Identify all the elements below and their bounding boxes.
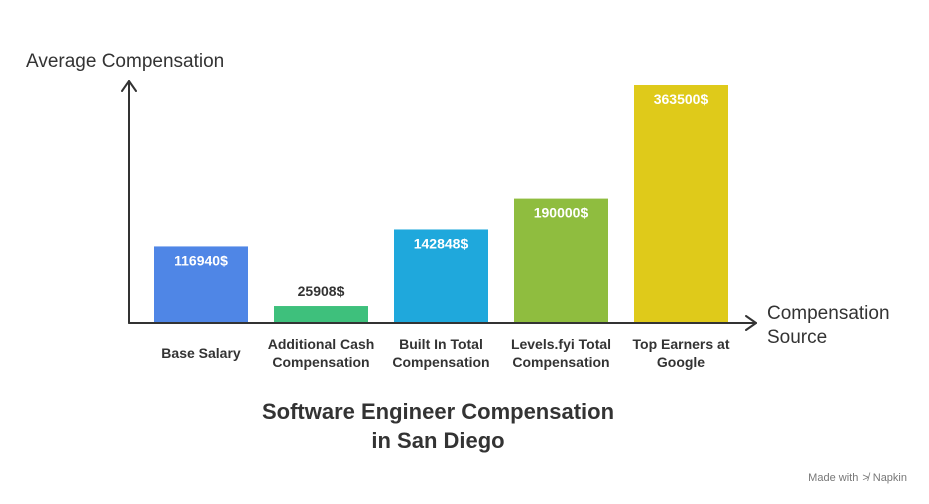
category-label-2-line-2: Compensation (272, 354, 369, 370)
category-label-1-line-1: Base Salary (161, 345, 241, 361)
category-labels-group: Base Salary Additional Cash Compensation Bu… (161, 336, 730, 370)
x-axis-arrow-icon (745, 315, 757, 331)
value-label-1: 116940$ (174, 252, 228, 268)
made-with-text: Made with (808, 472, 859, 484)
category-label-3-line-2: Compensation (392, 354, 489, 370)
x-axis-title-line-2: Source (767, 327, 827, 348)
category-label-4-line-1: Levels.fyi Total (511, 336, 611, 352)
napkin-brand-text: Napkin (872, 472, 907, 484)
value-label-3: 142848$ (414, 235, 469, 251)
category-label-5-line-2: Google (657, 354, 705, 370)
category-label-5-line-1: Top Earners at (633, 336, 730, 352)
value-label-4: 190000$ (534, 205, 589, 221)
bar-3 (394, 229, 488, 323)
y-axis-arrow-icon (121, 80, 137, 92)
x-axis-title-line-1: Compensation (767, 303, 890, 324)
y-axis-title: Average Compensation (26, 51, 224, 72)
value-label-5: 363500$ (654, 91, 709, 107)
bars-group (154, 85, 728, 323)
value-label-2: 25908$ (298, 283, 345, 299)
made-with-credit: Made with ≯ Napkin (808, 472, 907, 484)
napkin-logo-icon: ≯ (862, 472, 869, 484)
category-label-4-line-2: Compensation (512, 354, 609, 370)
bar-5 (634, 85, 728, 323)
bar-1 (154, 246, 248, 323)
category-label-3-line-1: Built In Total (399, 336, 483, 352)
chart-title-line-1: Software Engineer Compensation (262, 399, 614, 424)
value-labels-group: 116940$ 25908$ 142848$ 190000$ 363500$ (174, 91, 708, 299)
bar-4 (514, 198, 608, 323)
bar-2 (274, 306, 368, 323)
chart-title-line-2: in San Diego (371, 428, 504, 453)
category-label-2-line-1: Additional Cash (268, 336, 375, 352)
